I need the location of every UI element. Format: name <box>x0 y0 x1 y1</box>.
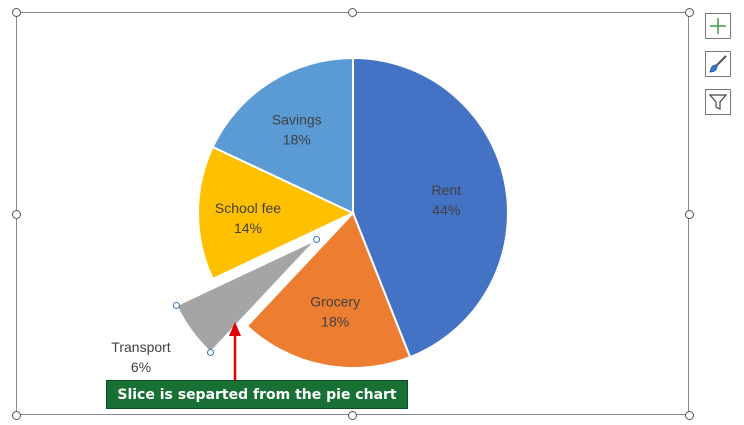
chart-elements-button[interactable] <box>705 13 731 39</box>
data-label-value: 18% <box>321 313 349 329</box>
data-label-value: 6% <box>131 359 151 375</box>
resize-handle-middle-right[interactable] <box>685 210 694 219</box>
pie-slice-rent[interactable] <box>352 56 509 359</box>
chart-styles-button[interactable] <box>705 51 731 77</box>
data-label-category: Transport <box>111 339 171 355</box>
resize-handle-top-left[interactable] <box>12 8 21 17</box>
resize-handle-top-center[interactable] <box>348 8 357 17</box>
resize-handle-bottom-left[interactable] <box>12 411 21 420</box>
plus-icon <box>710 18 726 34</box>
slice-selection-handle[interactable] <box>206 348 214 356</box>
data-label-value: 14% <box>234 220 262 236</box>
data-label-category: School fee <box>215 200 281 216</box>
pie-slice-savings[interactable] <box>211 56 354 215</box>
data-label-category: Rent <box>432 182 462 198</box>
paintbrush-icon <box>709 55 727 73</box>
data-label-value: 44% <box>432 202 460 218</box>
resize-handle-bottom-center[interactable] <box>348 411 357 420</box>
pie-slice-school-fee[interactable] <box>197 145 356 281</box>
data-label-category: Grocery <box>310 293 360 309</box>
resize-handle-top-right[interactable] <box>685 8 694 17</box>
slice-selection-handle[interactable] <box>172 301 180 309</box>
annotation-callout: Slice is separted from the pie chart <box>106 380 408 409</box>
chart-filters-button[interactable] <box>705 89 731 115</box>
data-label-value: 18% <box>283 131 311 147</box>
pie-slice-grocery[interactable] <box>245 211 412 369</box>
data-label-category: Savings <box>272 111 322 127</box>
slice-selection-handle[interactable] <box>313 235 321 243</box>
resize-handle-middle-left[interactable] <box>12 210 21 219</box>
resize-handle-bottom-right[interactable] <box>685 411 694 420</box>
funnel-icon <box>708 94 728 110</box>
